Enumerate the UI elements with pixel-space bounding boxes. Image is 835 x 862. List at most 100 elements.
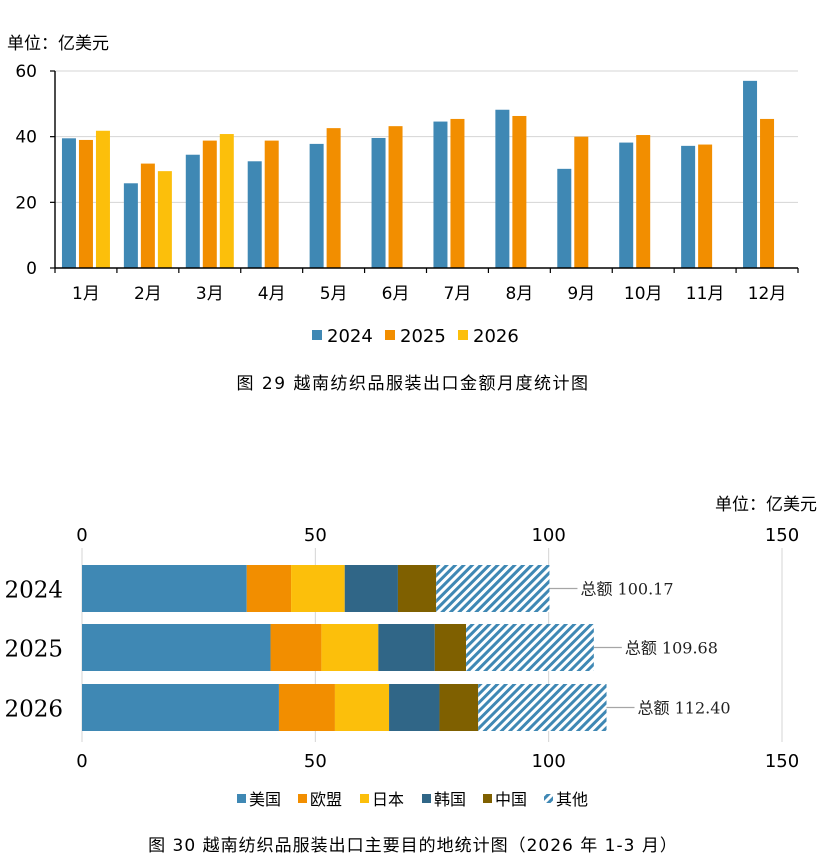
chart2-legend-swatch-欧盟 [298,794,307,803]
chart1-bar-2025-9 [574,136,589,268]
chart2-bottom-tick-label: 0 [76,751,87,772]
chart2-bar-2025-日本 [321,624,379,671]
chart1-bar-2025-5 [326,128,341,268]
chart2-bar-2025-中国 [434,624,467,671]
chart2-legend-label: 美国 [249,790,281,809]
chart1-x-tick-label: 11月 [686,284,725,304]
chart2-top-tick-label: 0 [76,525,87,546]
chart1-y-tick-label: 40 [15,128,37,148]
chart1-x-tick-label: 6月 [382,284,410,304]
chart2-bar-2025-其他 [466,624,594,671]
chart2-bottom-tick-label: 100 [531,751,565,772]
chart1-bar-2025-12 [760,118,775,268]
chart2-legend-label: 欧盟 [310,790,342,809]
chart2-bar-2026-日本 [334,684,390,731]
chart2-bar-2024-日本 [291,565,345,612]
chart1-x-tick-label: 2月 [134,284,162,304]
chart1-x-tick-label: 4月 [258,284,286,304]
chart1-bar-2024-2 [123,183,138,268]
chart2-category-label: 2025 [4,637,63,663]
chart2-top-tick-labels: 0 50 100 150 [76,525,799,546]
chart1-legend-label: 2024 [327,326,373,347]
chart1-y-tick-label: 20 [15,193,37,213]
chart1-bar-2024-5 [309,143,324,268]
chart1-legend-label: 2026 [473,326,519,347]
chart1-x-tick-label: 9月 [567,284,595,304]
chart2-bottom-tick-label: 50 [304,751,327,772]
chart1-bar-2025-11 [698,144,713,268]
chart1-bar-2026-3 [219,134,234,268]
chart2-bottom-tick-label: 150 [765,751,799,772]
chart1-bar-2025-1 [78,139,93,268]
chart1-bar-2025-7 [450,118,465,268]
chart2-bar-2026-美国 [82,684,279,731]
chart2-bar-2024-美国 [82,565,247,612]
chart2-category-labels: 2024 2025 2026 [4,578,63,723]
chart1-y-tick-label: 0 [26,259,37,279]
chart2-category-label: 2026 [4,697,63,723]
chart2-legend-swatch-其他 [544,794,553,803]
chart1-legend-swatch-2026 [458,330,468,340]
chart1-bar-2025-2 [140,163,155,268]
chart1-bar-2025-4 [264,140,279,268]
chart1-bar-2024-6 [371,137,386,268]
chart1-bar-2026-2 [157,171,172,268]
chart1-x-tick-label: 12月 [748,284,787,304]
chart2-legend-label: 日本 [372,790,404,809]
chart1-x-tick-label: 3月 [196,284,224,304]
chart2-bar-2024-中国 [397,565,437,612]
chart2-category-label: 2024 [4,578,63,604]
chart1-legend: 2024 2025 2026 [312,326,519,347]
chart1-unit-label: 单位：亿美元 [7,34,109,54]
chart1-x-tick-label: 8月 [505,284,533,304]
chart1-bar-2024-4 [247,161,262,268]
chart2-total-label: 总额 109.68 [625,639,718,658]
chart1-legend-swatch-2024 [312,330,322,340]
chart2-top-tick-label: 100 [531,525,565,546]
chart2-legend-label: 韩国 [434,790,466,809]
chart2-bar-2024-韩国 [344,565,398,612]
chart1-gridlines [55,70,798,203]
chart1-axes [50,70,799,273]
chart1-bar-2024-3 [185,154,200,268]
chart1-x-tick-label: 7月 [444,284,472,304]
chart1-bar-2024-12 [743,80,758,268]
chart1-bar-2024-11 [681,145,696,268]
chart2-bar-2026-欧盟 [278,684,335,731]
chart1-bar-2024-10 [619,142,634,268]
chart2-total-annotations: 总额 100.17 总额 109.68 总额 112.40 [549,580,731,718]
chart2-legend-label: 中国 [495,790,527,809]
chart2-bar-2024-欧盟 [246,565,292,612]
chart1-legend-label: 2025 [400,326,446,347]
chart1-bar-2024-7 [433,121,448,269]
destination-export-chart: 单位：亿美元 0 50 100 150 0 50 100 150 202420252026 … [4,495,817,856]
chart1-x-tick-labels: 1月 2月 3月 4月 5月 6月 7月 8月 9月 10月 11月 12月 [72,284,786,304]
chart2-top-tick-label: 150 [765,525,799,546]
chart2-bar-2026-其他 [478,684,607,731]
chart1-bar-2025-6 [388,126,403,268]
chart2-bars [82,565,607,731]
chart1-y-tick-label: 60 [15,62,37,82]
chart2-bar-2024-其他 [436,565,550,612]
chart2-top-tick-label: 50 [304,525,327,546]
chart1-x-tick-label: 1月 [72,284,100,304]
chart1-bar-2024-9 [557,168,572,268]
chart1-bar-2024-8 [495,109,510,268]
chart1-caption: 图 29 越南纺织品服装出口金额月度统计图 [237,374,590,394]
chart2-legend-swatch-中国 [483,794,492,803]
chart1-bar-2024-1 [61,138,76,268]
chart1-bar-2025-8 [512,115,527,269]
chart2-legend-swatch-日本 [360,794,369,803]
chart1-bar-2025-10 [636,135,651,268]
chart2-legend-swatch-韩国 [422,794,431,803]
chart2-bar-2026-韩国 [389,684,440,731]
chart2-bar-2026-中国 [439,684,479,731]
chart2-legend-swatch-美国 [237,794,246,803]
chart2-bar-2025-韩国 [378,624,435,671]
chart1-bar-2026-1 [95,130,110,268]
chart1-legend-swatch-2025 [385,330,395,340]
chart2-bar-2025-欧盟 [270,624,322,671]
chart2-total-label: 总额 112.40 [638,699,731,718]
